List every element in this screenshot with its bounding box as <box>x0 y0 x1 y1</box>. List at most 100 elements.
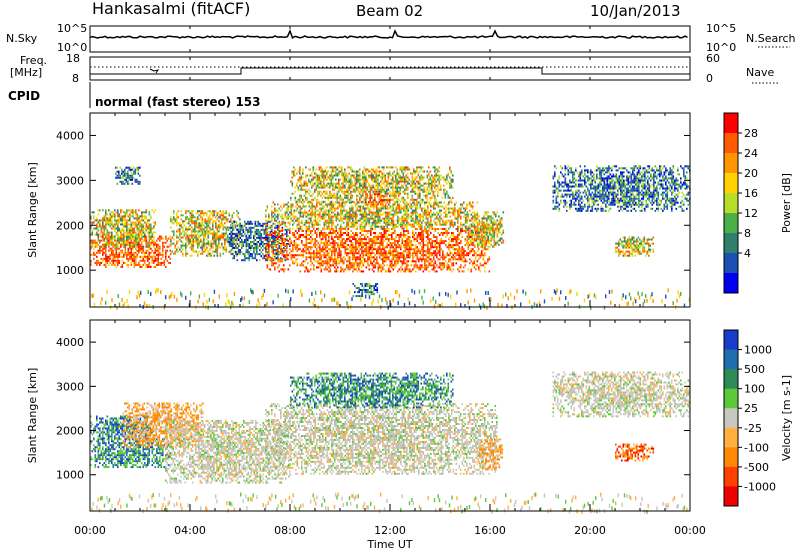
data-cell <box>399 240 401 242</box>
data-cell <box>205 218 207 220</box>
data-cell <box>149 254 151 256</box>
data-cell <box>258 229 260 231</box>
data-cell <box>122 250 124 252</box>
data-cell <box>325 236 327 238</box>
data-cell <box>193 216 195 218</box>
data-cell <box>435 250 437 252</box>
data-cell <box>339 250 341 252</box>
data-cell <box>384 252 386 254</box>
data-cell <box>441 232 443 234</box>
data-cell <box>292 260 294 262</box>
data-cell <box>342 258 344 260</box>
data-cell <box>402 224 404 226</box>
data-cell <box>120 234 122 236</box>
data-cell <box>384 208 386 210</box>
data-cell <box>107 230 109 232</box>
data-cell <box>409 270 411 272</box>
data-cell <box>396 246 398 248</box>
data-cell <box>427 218 429 220</box>
data-cell <box>270 244 272 246</box>
data-cell <box>114 248 116 250</box>
data-cell <box>309 226 311 228</box>
data-cell <box>244 223 246 225</box>
data-cell <box>135 256 137 258</box>
data-cell <box>385 220 387 222</box>
data-cell <box>158 250 160 252</box>
data-cell <box>333 204 335 206</box>
data-cell <box>108 264 110 266</box>
data-cell <box>276 262 278 264</box>
data-cell <box>258 233 260 235</box>
data-cell <box>129 256 131 258</box>
data-cell <box>190 255 192 257</box>
data-cell <box>462 228 464 230</box>
data-cell <box>363 214 365 216</box>
data-cell <box>306 266 308 268</box>
data-cell <box>303 212 305 214</box>
data-cell <box>442 266 444 268</box>
data-cell <box>370 246 372 248</box>
data-cell <box>427 242 429 244</box>
data-cell <box>330 270 332 272</box>
data-cell <box>391 262 393 264</box>
data-cell <box>336 236 338 238</box>
data-cell <box>331 234 333 236</box>
data-cell <box>237 247 239 249</box>
data-cell <box>125 222 127 224</box>
data-cell <box>98 250 100 252</box>
data-cell <box>457 254 459 256</box>
data-cell <box>101 230 103 232</box>
data-cell <box>334 208 336 210</box>
data-cell <box>415 238 417 240</box>
data-cell <box>366 266 368 268</box>
data-cell <box>360 238 362 240</box>
data-cell <box>457 242 459 244</box>
data-cell <box>340 266 342 268</box>
data-cell <box>190 235 192 237</box>
data-cell <box>325 210 327 212</box>
data-cell <box>226 220 228 222</box>
data-cell <box>471 268 473 270</box>
data-cell <box>367 254 369 256</box>
data-cell <box>294 256 296 258</box>
data-cell <box>123 177 125 179</box>
data-cell <box>346 218 348 220</box>
data-cell <box>429 230 431 232</box>
data-cell <box>439 218 441 220</box>
data-cell <box>247 253 249 255</box>
data-cell <box>315 238 317 240</box>
data-cell <box>187 237 189 239</box>
data-cell <box>387 254 389 256</box>
data-cell <box>391 258 393 260</box>
data-cell <box>270 221 272 223</box>
data-cell <box>459 250 461 252</box>
data-cell <box>158 238 160 240</box>
data-cell <box>276 253 278 255</box>
data-cell <box>324 268 326 270</box>
data-cell <box>153 254 155 256</box>
data-cell <box>240 241 242 243</box>
data-cell <box>412 258 414 260</box>
nsky-panel <box>90 26 690 52</box>
data-cell <box>274 204 276 206</box>
data-cell <box>279 245 281 247</box>
data-cell <box>121 171 123 173</box>
data-cell <box>282 244 284 246</box>
data-cell <box>288 243 290 245</box>
data-cell <box>135 213 137 215</box>
data-cell <box>126 264 128 266</box>
data-cell <box>342 220 344 222</box>
data-cell <box>288 222 290 224</box>
data-cell <box>357 208 359 210</box>
data-cell <box>232 257 234 259</box>
data-cell <box>327 254 329 256</box>
data-cell <box>274 254 276 256</box>
data-cell <box>205 212 207 214</box>
data-cell <box>185 251 187 253</box>
data-cell <box>435 242 437 244</box>
data-cell <box>385 224 387 226</box>
data-cell <box>447 246 449 248</box>
data-cell <box>337 216 339 218</box>
data-cell <box>149 224 151 226</box>
data-cell <box>385 234 387 236</box>
